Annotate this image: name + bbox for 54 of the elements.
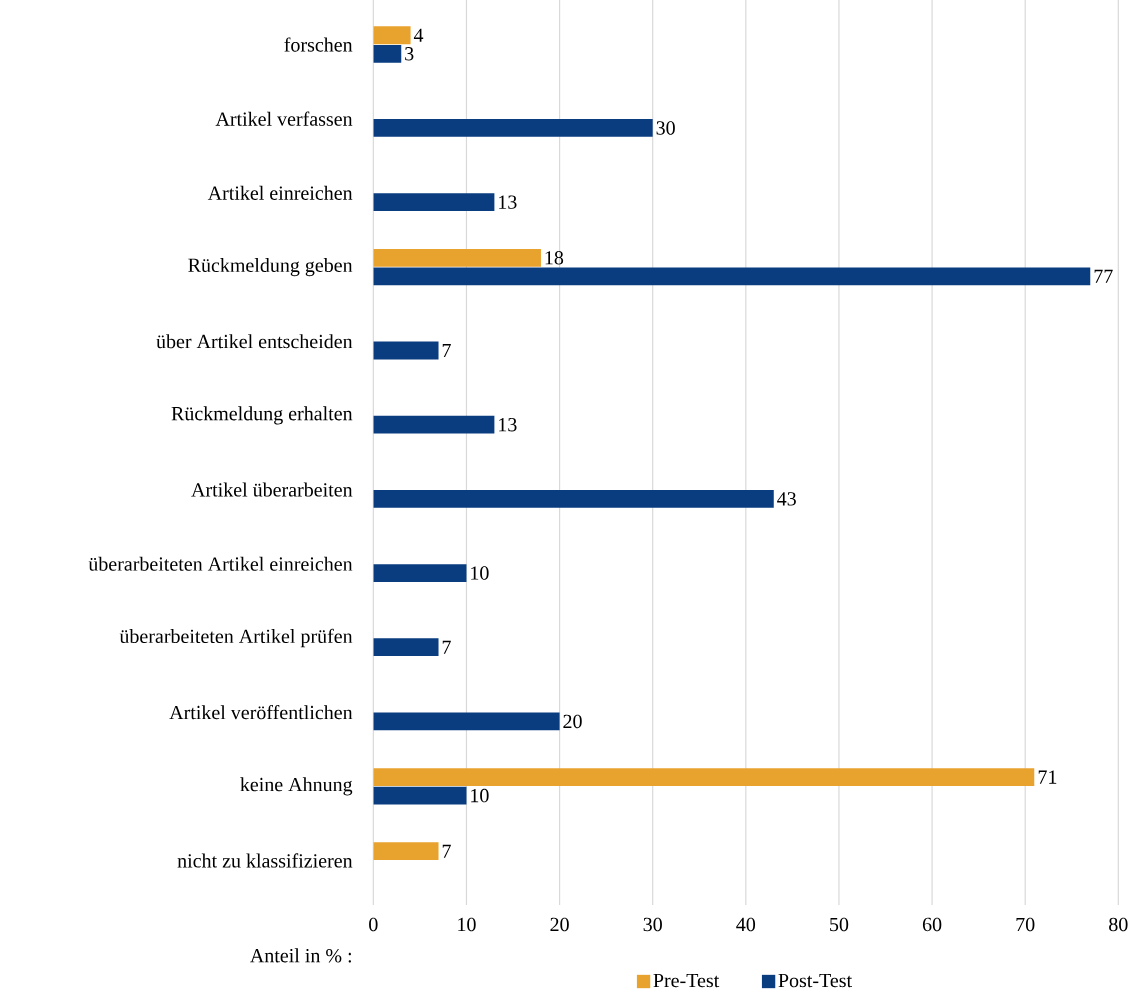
x-tick-label: 0	[369, 917, 378, 932]
bar	[373, 564, 467, 582]
bar	[373, 842, 439, 861]
data-label: 43	[777, 492, 796, 506]
legend-label: Pre-Test	[653, 973, 720, 988]
bar	[373, 341, 439, 360]
bar	[373, 119, 653, 137]
y-tick-label: Artikel verfassen	[215, 111, 353, 126]
x-tick-label: 40	[736, 917, 756, 932]
bar	[373, 712, 560, 731]
data-label: 13	[499, 417, 517, 432]
data-label: 4	[413, 28, 424, 42]
bar	[373, 638, 439, 657]
legend-label: Post-Test	[778, 973, 852, 988]
bar	[373, 786, 467, 805]
y-tick-label: Artikel überarbeiten	[191, 482, 353, 497]
y-tick-label: überarbeiteten Artikel einreichen	[88, 556, 353, 571]
x-tick-label: 50	[830, 917, 849, 932]
y-tick-label: nicht zu klassifizieren	[177, 853, 353, 868]
bar	[373, 267, 1091, 286]
y-tick-label: Rückmeldung erhalten	[171, 406, 353, 425]
data-label: 3	[405, 47, 414, 61]
y-tick-label: über Artikel entscheiden	[156, 334, 353, 349]
x-tick-label: 20	[550, 917, 569, 932]
bar	[373, 489, 774, 508]
bar	[373, 193, 495, 212]
data-label: 18	[545, 251, 564, 265]
data-label: 7	[442, 844, 451, 858]
bar	[373, 415, 495, 434]
data-label: 7	[442, 640, 451, 654]
data-label: 13	[499, 195, 517, 209]
data-label: 20	[563, 714, 582, 729]
x-tick-label: 10	[458, 917, 476, 932]
bar	[373, 248, 541, 267]
x-axis-title: Anteil in % :	[250, 948, 351, 963]
y-tick-label: überarbeiteten Artikel prüfen	[119, 628, 353, 648]
y-tick-label: Artikel einreichen	[207, 185, 353, 200]
bar	[373, 768, 1035, 786]
x-tick-label: 80	[1109, 917, 1128, 932]
data-label: 30	[656, 121, 675, 135]
data-label: 77	[1094, 269, 1113, 283]
data-label: 10	[471, 566, 489, 580]
y-tick-label: Artikel veröffentlichen	[169, 705, 353, 720]
y-tick-label: forschen	[284, 37, 353, 52]
y-tick-label: keine Ahnung	[240, 777, 353, 796]
data-label: 7	[442, 343, 451, 358]
x-tick-label: 70	[1016, 917, 1035, 932]
x-tick-label: 60	[922, 917, 942, 932]
data-label: 71	[1038, 770, 1057, 784]
bar	[373, 44, 402, 63]
y-tick-label: Rückmeldung geben	[188, 257, 353, 277]
x-tick-label: 30	[643, 917, 662, 932]
bar	[373, 26, 411, 45]
data-label: 10	[471, 788, 489, 803]
